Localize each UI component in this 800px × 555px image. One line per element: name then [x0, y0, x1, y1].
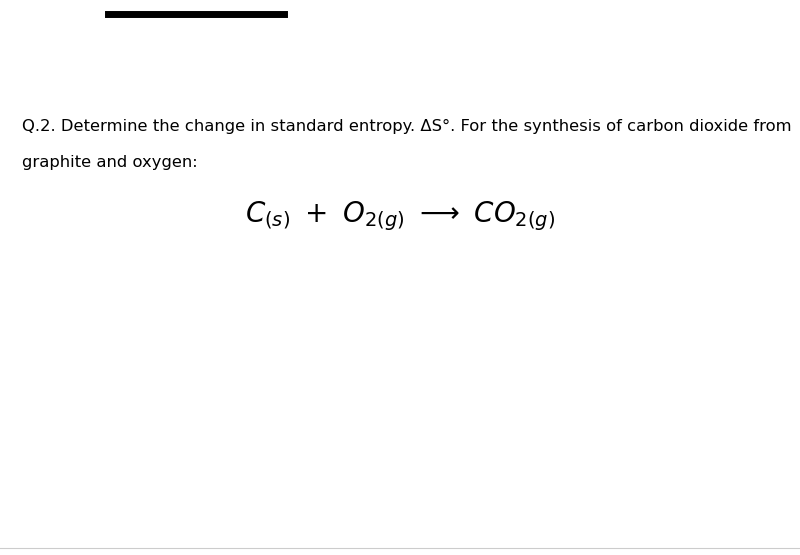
- Text: $C_{(s)}\ +\ O_{2(g)}\ \longrightarrow\ CO_{2(g)}$: $C_{(s)}\ +\ O_{2(g)}\ \longrightarrow\ …: [245, 200, 555, 233]
- Text: graphite and oxygen:: graphite and oxygen:: [22, 155, 198, 170]
- Text: Q.2. Determine the change in standard entropy. ΔS°. For the synthesis of carbon : Q.2. Determine the change in standard en…: [22, 119, 792, 134]
